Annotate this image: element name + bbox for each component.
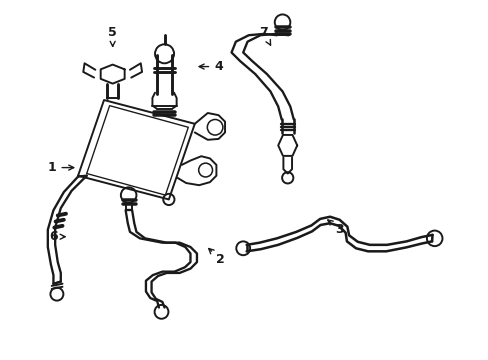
Text: 6: 6 <box>49 230 65 243</box>
Text: 2: 2 <box>208 248 224 266</box>
Text: 1: 1 <box>48 161 74 174</box>
Text: 3: 3 <box>327 220 343 236</box>
Text: 4: 4 <box>199 60 223 73</box>
Text: 5: 5 <box>108 26 117 46</box>
Text: 7: 7 <box>259 26 270 45</box>
